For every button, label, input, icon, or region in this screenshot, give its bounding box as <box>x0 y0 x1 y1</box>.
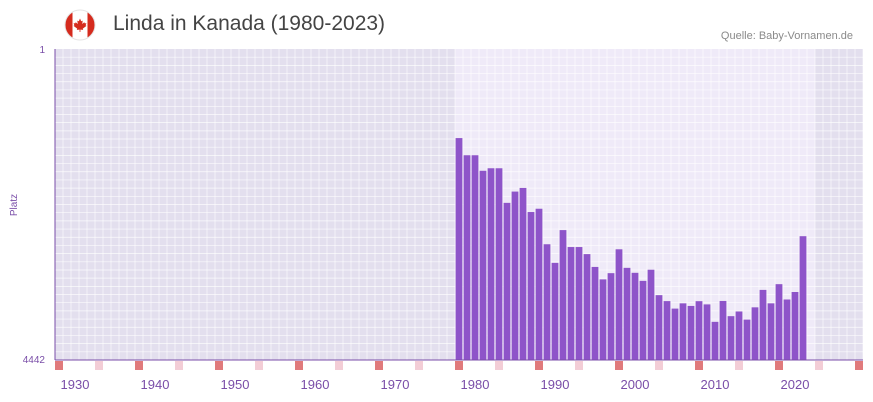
x-tick-label-2000: 2000 <box>621 377 650 392</box>
bar-1990 <box>551 262 559 360</box>
bar-2019 <box>783 299 791 360</box>
bar-2002 <box>647 269 655 360</box>
bar-2014 <box>743 319 751 360</box>
x-tick-label-2020: 2020 <box>781 377 810 392</box>
x-tick-label-1970: 1970 <box>381 377 410 392</box>
bar-1978 <box>455 138 463 360</box>
bar-2005 <box>671 308 679 360</box>
y-tick-label-bottom: 4442 <box>23 355 46 366</box>
half-decade-marker <box>175 361 183 370</box>
bar-1991 <box>559 230 567 360</box>
bar-2004 <box>663 301 671 360</box>
bar-2013 <box>735 311 743 360</box>
x-tick-label-2010: 2010 <box>701 377 730 392</box>
bar-1979 <box>463 155 471 360</box>
bar-1987 <box>527 212 535 360</box>
bar-1982 <box>487 168 495 360</box>
bar-2006 <box>679 303 687 360</box>
bar-1993 <box>575 247 583 360</box>
x-tick-label-1960: 1960 <box>301 377 330 392</box>
half-decade-marker <box>495 361 503 370</box>
y-axis-label: Platz <box>9 194 20 216</box>
bar-1980 <box>471 155 479 360</box>
bar-1997 <box>607 273 615 360</box>
decade-marker <box>855 361 863 370</box>
decade-marker <box>55 361 63 370</box>
bar-2001 <box>639 280 647 360</box>
bar-1981 <box>479 170 487 360</box>
half-decade-marker <box>655 361 663 370</box>
decade-marker <box>455 361 463 370</box>
decade-marker <box>215 361 223 370</box>
bar-1985 <box>511 191 519 360</box>
half-decade-marker <box>255 361 263 370</box>
half-decade-marker <box>815 361 823 370</box>
bar-1996 <box>599 279 607 360</box>
bar-1983 <box>495 168 503 360</box>
decade-marker <box>535 361 543 370</box>
bar-2000 <box>631 272 639 360</box>
half-decade-marker <box>335 361 343 370</box>
bar-2008 <box>695 301 703 360</box>
bar-2016 <box>759 289 767 360</box>
half-decade-marker <box>575 361 583 370</box>
bar-1998 <box>615 249 623 360</box>
x-tick-label-1940: 1940 <box>141 377 170 392</box>
bar-2011 <box>719 300 727 360</box>
decade-marker <box>775 361 783 370</box>
x-tick-label-1950: 1950 <box>221 377 250 392</box>
page-title: Linda in Kanada (1980-2023) <box>113 12 386 35</box>
bar-2007 <box>687 305 695 360</box>
canada-flag-icon <box>64 9 96 41</box>
decade-marker <box>615 361 623 370</box>
x-tick-label-1930: 1930 <box>61 377 90 392</box>
bar-1994 <box>583 254 591 360</box>
bar-1984 <box>503 202 511 360</box>
half-decade-marker <box>95 361 103 370</box>
bar-1999 <box>623 267 631 360</box>
bar-2017 <box>767 303 775 360</box>
bar-1989 <box>543 244 551 360</box>
decade-marker <box>695 361 703 370</box>
bar-2020 <box>791 292 799 360</box>
bar-1988 <box>535 208 543 360</box>
source-label: Quelle: Baby-Vornamen.de <box>720 30 853 42</box>
decade-marker <box>375 361 383 370</box>
bar-2003 <box>655 295 663 360</box>
bar-2018 <box>775 284 783 360</box>
decade-marker <box>295 361 303 370</box>
half-decade-marker <box>735 361 743 370</box>
y-tick-label-top: 1 <box>39 45 45 56</box>
bar-1986 <box>519 187 527 360</box>
bar-2009 <box>703 304 711 360</box>
bar-1995 <box>591 266 599 360</box>
x-tick-label-1990: 1990 <box>541 377 570 392</box>
bar-1992 <box>567 247 575 360</box>
decade-marker <box>135 361 143 370</box>
x-tick-label-1980: 1980 <box>461 377 490 392</box>
bar-2012 <box>727 316 735 360</box>
bar-2021 <box>799 236 807 360</box>
bar-2010 <box>711 321 719 360</box>
half-decade-marker <box>415 361 423 370</box>
bar-2015 <box>751 307 759 360</box>
